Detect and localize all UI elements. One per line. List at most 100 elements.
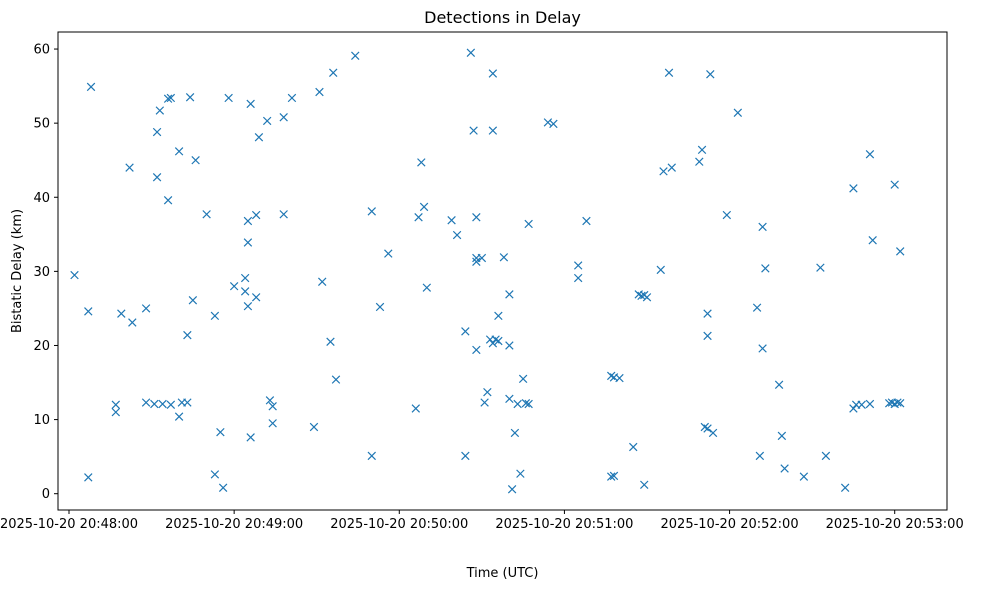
data-point (573, 261, 583, 270)
data-point (461, 327, 470, 336)
data-point (202, 210, 211, 219)
data-point (254, 133, 264, 142)
data-point (111, 400, 121, 409)
data-point (513, 399, 522, 409)
y-axis-ticks: 0 10 20 30 40 50 60 (33, 43, 58, 502)
data-point (488, 69, 498, 78)
data-point (183, 330, 192, 340)
data-point (326, 337, 335, 346)
data-point (251, 293, 261, 302)
data-point (821, 451, 831, 461)
data-point (840, 483, 850, 492)
data-point (505, 290, 514, 299)
data-point (499, 253, 509, 262)
data-point (629, 442, 638, 452)
y-tick-label: 50 (33, 117, 50, 132)
data-point (895, 247, 905, 256)
x-axis-ticks: 2025-10-20 20:48:00 2025-10-20 20:49:00 20… (0, 510, 964, 532)
data-point (703, 331, 712, 341)
data-point (505, 341, 514, 350)
data-point (472, 213, 481, 222)
data-point (84, 307, 93, 316)
data-point (510, 428, 520, 438)
data-point (472, 345, 481, 355)
data-point (640, 480, 649, 490)
data-point (582, 216, 591, 226)
data-point (317, 277, 327, 286)
data-point (174, 412, 184, 421)
data-point (240, 287, 250, 296)
data-point (422, 283, 432, 292)
data-point (799, 472, 809, 481)
data-point (518, 374, 528, 384)
data-point (659, 167, 668, 176)
data-point (708, 428, 718, 438)
data-point (816, 263, 825, 272)
data-point (152, 173, 162, 182)
data-point (480, 398, 489, 407)
data-point (761, 264, 770, 273)
data-point (758, 344, 767, 353)
data-point (155, 106, 165, 115)
data-point (755, 451, 765, 461)
data-point (246, 99, 255, 109)
data-point (414, 213, 423, 222)
data-point (722, 210, 732, 220)
data-point (466, 48, 476, 57)
data-point (524, 219, 533, 229)
data-point (166, 400, 176, 409)
data-point (774, 380, 784, 389)
x-tick-label: 2025-10-20 20:48:00 (0, 517, 138, 532)
data-point (279, 113, 288, 122)
data-point (667, 163, 676, 172)
data-point (758, 222, 767, 232)
data-point (469, 126, 478, 135)
data-point (733, 108, 743, 118)
data-point (246, 433, 255, 442)
chart-title: Detections in Delay (424, 8, 581, 27)
data-point (868, 236, 877, 245)
data-point (477, 253, 487, 263)
data-point (141, 304, 151, 313)
data-point (309, 422, 319, 432)
y-tick-label: 20 (33, 339, 50, 354)
data-point (150, 399, 159, 409)
data-point (229, 281, 239, 291)
data-point (185, 92, 195, 102)
y-tick-label: 30 (33, 265, 50, 280)
data-point (152, 127, 162, 137)
data-point (117, 309, 126, 318)
data-point (543, 118, 553, 127)
x-tick-label: 2025-10-20 20:52:00 (661, 517, 799, 532)
data-point (315, 87, 324, 97)
data-point (251, 210, 261, 220)
x-tick-label: 2025-10-20 20:50:00 (330, 517, 468, 532)
x-tick-label: 2025-10-20 20:53:00 (826, 517, 964, 532)
data-point (521, 399, 531, 408)
data-point (642, 293, 652, 302)
data-point (461, 451, 470, 461)
data-point (70, 270, 79, 280)
data-point (472, 257, 481, 266)
data-point (243, 301, 253, 311)
data-point (494, 311, 503, 321)
data-point (895, 399, 905, 408)
data-point (243, 238, 253, 247)
data-point (656, 265, 665, 275)
data-point (287, 93, 297, 103)
data-point (488, 126, 498, 135)
y-tick-label: 0 (42, 487, 50, 502)
data-point (331, 375, 341, 384)
data-point (419, 202, 429, 212)
data-point (411, 404, 421, 413)
data-point (865, 150, 875, 159)
data-point (695, 157, 704, 166)
data-point (606, 472, 616, 481)
data-point (224, 93, 233, 103)
data-point (128, 318, 137, 327)
x-axis-label: Time (UTC) (466, 566, 539, 581)
x-tick-label: 2025-10-20 20:51:00 (495, 517, 633, 532)
data-point (265, 396, 275, 405)
data-point (417, 158, 426, 167)
